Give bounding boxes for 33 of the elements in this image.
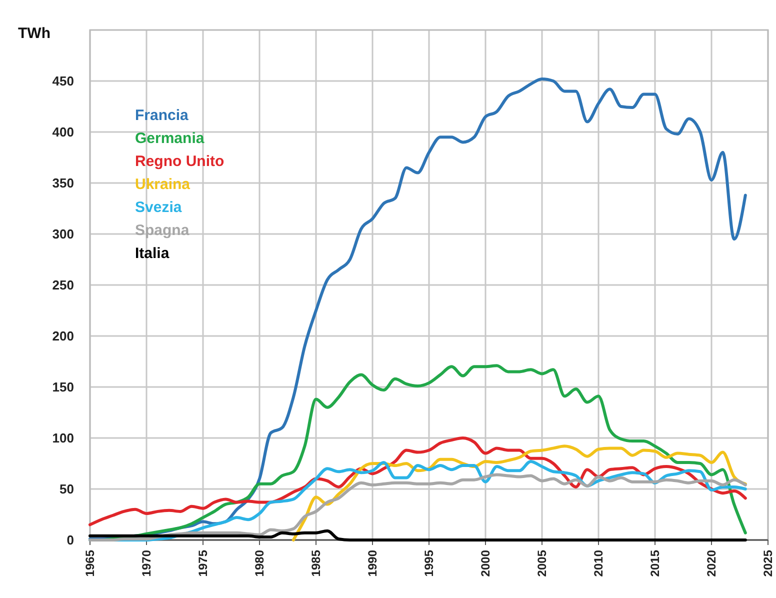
y-tick-label: 350 [52,176,74,191]
y-tick-label: 0 [66,532,74,548]
x-tick-label: 1990 [366,550,380,577]
text: Spagna [135,222,190,239]
y-tick-label: 100 [52,430,74,446]
y-tick-label: 50 [60,482,74,497]
x-tick-label: 1980 [252,550,267,577]
x-tick-label: 2010 [592,550,606,577]
x-tick-label: 2000 [478,550,493,577]
text: Ukraina [135,176,191,193]
text: Italia [135,245,170,262]
line-series [88,473,747,542]
y-tick-label: 200 [52,328,74,344]
x-tick-label: 1975 [196,550,210,577]
y-tick-label: 300 [52,226,74,242]
x-tick-label: 2025 [761,550,776,577]
x-tick-label: 2020 [704,550,719,577]
line-series [88,529,747,542]
x-tick-label: 1970 [140,550,154,577]
y-axis-title: TWh [18,25,50,42]
x-tick-label: 1965 [83,550,98,577]
y-tick-label: 150 [52,380,74,395]
y-tick-label: 250 [52,278,74,293]
y-tick-label: 450 [52,74,74,89]
text: Germania [135,130,205,147]
x-tick-label: 2005 [535,550,550,577]
x-tick-label: 1995 [422,550,436,577]
y-tick-label: 400 [52,124,74,140]
text: Regno Unito [135,153,224,170]
x-tick-label: 1985 [309,550,324,577]
text: Svezia [135,199,182,216]
x-tick-label: 2015 [648,550,662,577]
text: Francia [135,107,190,124]
